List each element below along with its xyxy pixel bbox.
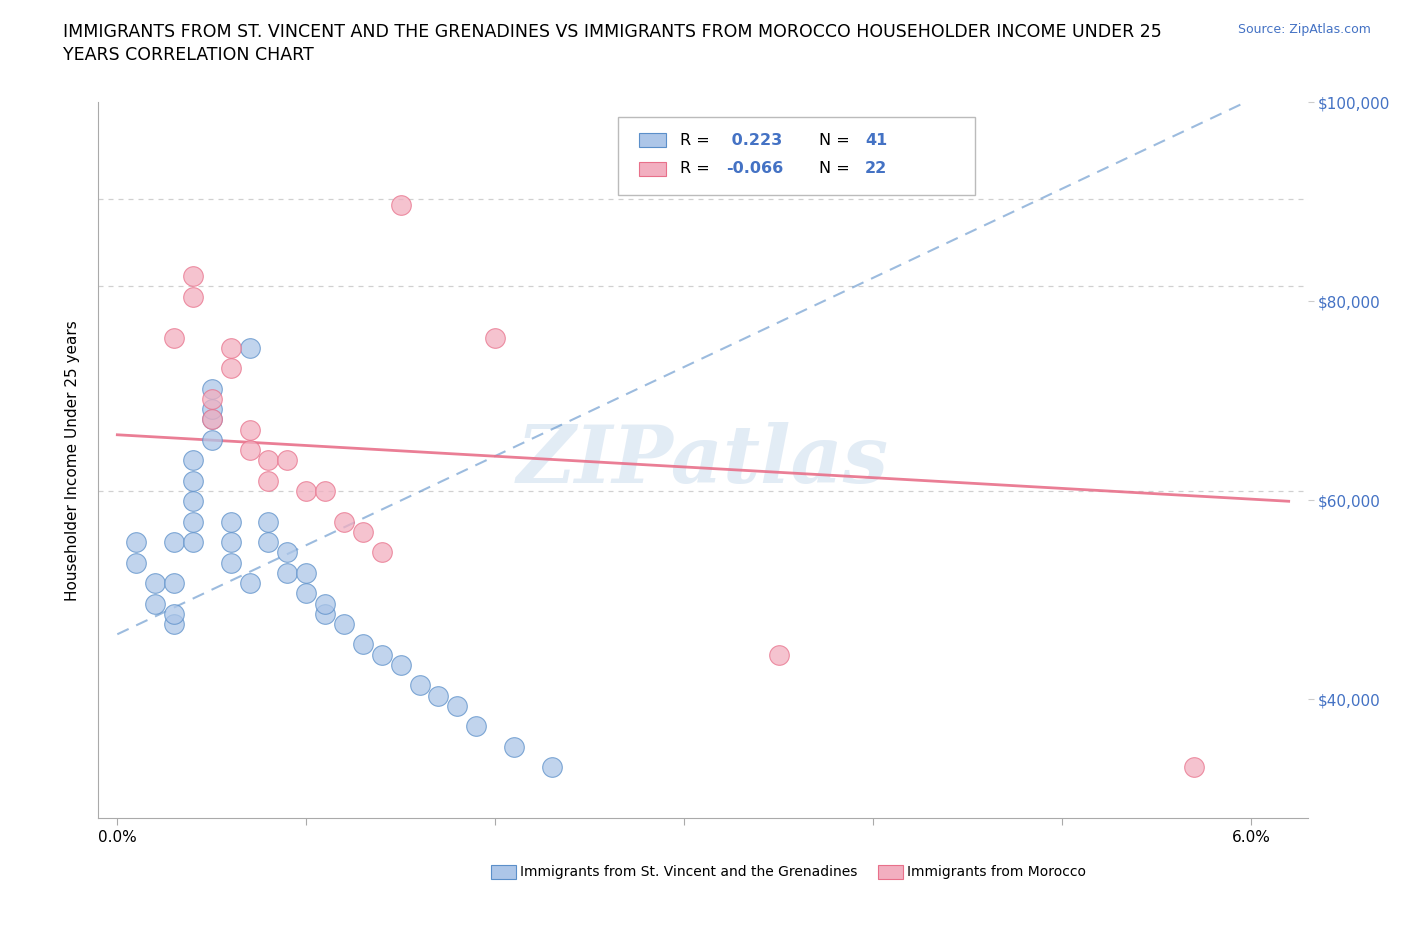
Text: Immigrants from St. Vincent and the Grenadines: Immigrants from St. Vincent and the Gren…	[520, 865, 858, 879]
Point	[163, 330, 186, 345]
Point	[239, 443, 262, 458]
Point	[219, 340, 242, 355]
Point	[257, 473, 280, 488]
Point	[1182, 760, 1205, 775]
Point	[143, 576, 166, 591]
Point	[371, 647, 394, 662]
Text: R =: R =	[681, 162, 714, 177]
Text: Source: ZipAtlas.com: Source: ZipAtlas.com	[1237, 23, 1371, 36]
Point	[219, 514, 242, 529]
Point	[408, 678, 430, 693]
Point	[143, 596, 166, 611]
Point	[257, 514, 280, 529]
Point	[389, 658, 412, 672]
Y-axis label: Householder Income Under 25 years: Householder Income Under 25 years	[65, 320, 80, 601]
Point	[465, 719, 488, 734]
Point	[333, 514, 356, 529]
Bar	[879, 865, 903, 879]
Point	[201, 412, 224, 427]
Point	[125, 555, 148, 570]
Point	[201, 412, 224, 427]
Point	[181, 514, 204, 529]
Point	[201, 402, 224, 417]
Point	[163, 617, 186, 631]
Point	[484, 330, 506, 345]
Point	[181, 494, 204, 509]
Point	[181, 473, 204, 488]
Point	[314, 606, 336, 621]
Point	[446, 698, 468, 713]
Text: YEARS CORRELATION CHART: YEARS CORRELATION CHART	[63, 46, 314, 64]
Point	[181, 269, 204, 284]
Point	[295, 586, 318, 601]
Text: ZIPatlas: ZIPatlas	[517, 421, 889, 499]
FancyBboxPatch shape	[619, 116, 976, 195]
Point	[163, 606, 186, 621]
Point	[540, 760, 562, 775]
Point	[295, 565, 318, 580]
Text: 22: 22	[865, 162, 887, 177]
Point	[295, 484, 318, 498]
Point	[314, 484, 336, 498]
Point	[352, 525, 374, 539]
Text: 0.223: 0.223	[725, 133, 782, 148]
Point	[352, 637, 374, 652]
Point	[389, 197, 412, 212]
Point	[257, 535, 280, 550]
Point	[314, 596, 336, 611]
Point	[257, 453, 280, 468]
Text: 41: 41	[865, 133, 887, 148]
Point	[333, 617, 356, 631]
Point	[768, 647, 790, 662]
Text: IMMIGRANTS FROM ST. VINCENT AND THE GRENADINES VS IMMIGRANTS FROM MOROCCO HOUSEH: IMMIGRANTS FROM ST. VINCENT AND THE GREN…	[63, 23, 1161, 41]
Point	[219, 555, 242, 570]
Point	[371, 545, 394, 560]
Text: -0.066: -0.066	[725, 162, 783, 177]
Text: N =: N =	[820, 133, 855, 148]
Point	[276, 453, 298, 468]
Bar	[638, 162, 665, 176]
Point	[163, 576, 186, 591]
Point	[163, 535, 186, 550]
Point	[503, 739, 526, 754]
Text: N =: N =	[820, 162, 855, 177]
Point	[219, 361, 242, 376]
Point	[181, 289, 204, 304]
Point	[239, 422, 262, 437]
Point	[181, 535, 204, 550]
Point	[201, 432, 224, 447]
Text: R =: R =	[681, 133, 714, 148]
Point	[427, 688, 450, 703]
Point	[201, 392, 224, 406]
Bar	[638, 133, 665, 148]
Point	[219, 535, 242, 550]
Point	[239, 340, 262, 355]
Point	[125, 535, 148, 550]
Point	[181, 453, 204, 468]
Point	[276, 565, 298, 580]
Point	[276, 545, 298, 560]
Point	[239, 576, 262, 591]
Point	[201, 381, 224, 396]
Bar	[492, 865, 516, 879]
Text: Immigrants from Morocco: Immigrants from Morocco	[907, 865, 1087, 879]
